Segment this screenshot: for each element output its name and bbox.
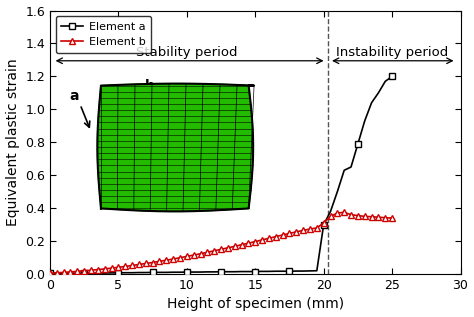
- Element b: [389, 216, 395, 220]
- Polygon shape: [97, 84, 254, 211]
- Element b: [383, 216, 388, 220]
- Element a: [273, 269, 279, 273]
- Text: b: b: [145, 79, 154, 93]
- Line: Element a: Element a: [47, 73, 395, 276]
- Text: a: a: [69, 89, 79, 103]
- Element b: [273, 235, 279, 239]
- Text: Instability period: Instability period: [336, 46, 448, 59]
- Element a: [150, 270, 155, 274]
- Legend: Element a, Element b: Element a, Element b: [55, 16, 151, 53]
- Y-axis label: Equivalent plastic strain: Equivalent plastic strain: [6, 58, 19, 226]
- Element b: [150, 261, 155, 264]
- Element a: [47, 271, 53, 275]
- Text: Stability period: Stability period: [136, 46, 237, 59]
- Element a: [156, 270, 162, 274]
- Element b: [156, 259, 162, 263]
- Element a: [389, 74, 395, 78]
- Element b: [122, 265, 128, 268]
- Line: Element b: Element b: [47, 209, 395, 276]
- Element a: [122, 271, 128, 275]
- Element b: [293, 230, 299, 234]
- Element b: [47, 271, 53, 275]
- Element a: [293, 269, 299, 273]
- Element b: [341, 210, 347, 214]
- Element a: [383, 80, 388, 83]
- X-axis label: Height of specimen (mm): Height of specimen (mm): [167, 297, 344, 311]
